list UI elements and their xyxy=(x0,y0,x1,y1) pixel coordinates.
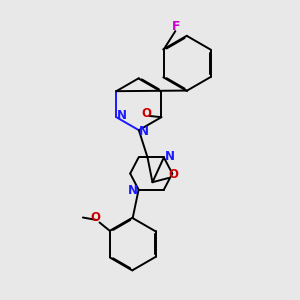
Text: N: N xyxy=(165,150,175,163)
Text: N: N xyxy=(139,125,149,138)
Text: N: N xyxy=(117,110,127,122)
Text: F: F xyxy=(172,20,181,33)
Text: O: O xyxy=(142,107,152,120)
Text: O: O xyxy=(169,168,178,181)
Text: N: N xyxy=(128,184,137,197)
Text: O: O xyxy=(90,211,100,224)
